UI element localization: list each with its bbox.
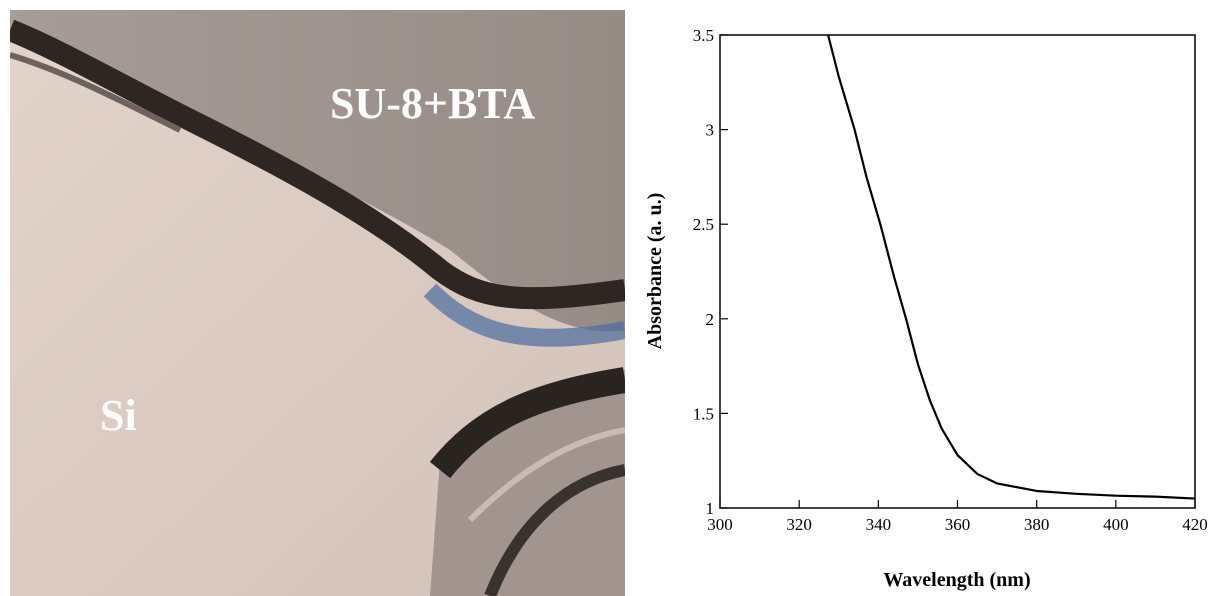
x-tick-label: 380 bbox=[1024, 515, 1050, 534]
x-tick-label: 360 bbox=[945, 515, 971, 534]
plot-frame bbox=[720, 35, 1195, 508]
photo-label: SU-8+BTA bbox=[330, 79, 535, 128]
y-tick-label: 2 bbox=[706, 310, 715, 329]
photo-label: Si bbox=[100, 391, 137, 440]
data-line bbox=[828, 35, 1195, 499]
x-tick-label: 320 bbox=[786, 515, 812, 534]
page: SU-8+BTA Si Wavelength (nm) Absorbance (… bbox=[0, 0, 1217, 596]
x-tick-label: 420 bbox=[1182, 515, 1208, 534]
y-axis-label: Absorbance (a. u.) bbox=[644, 193, 666, 350]
x-axis-label: Wavelength (nm) bbox=[883, 569, 1030, 591]
y-tick-label: 3.5 bbox=[693, 26, 714, 45]
x-tick-label: 400 bbox=[1103, 515, 1129, 534]
y-tick-label: 1.5 bbox=[693, 404, 714, 423]
y-tick-label: 2.5 bbox=[693, 215, 714, 234]
x-tick-label: 340 bbox=[866, 515, 892, 534]
y-tick-label: 3 bbox=[706, 121, 715, 140]
figure: SU-8+BTA Si Wavelength (nm) Absorbance (… bbox=[0, 0, 1217, 596]
y-tick-label: 1 bbox=[706, 499, 715, 518]
